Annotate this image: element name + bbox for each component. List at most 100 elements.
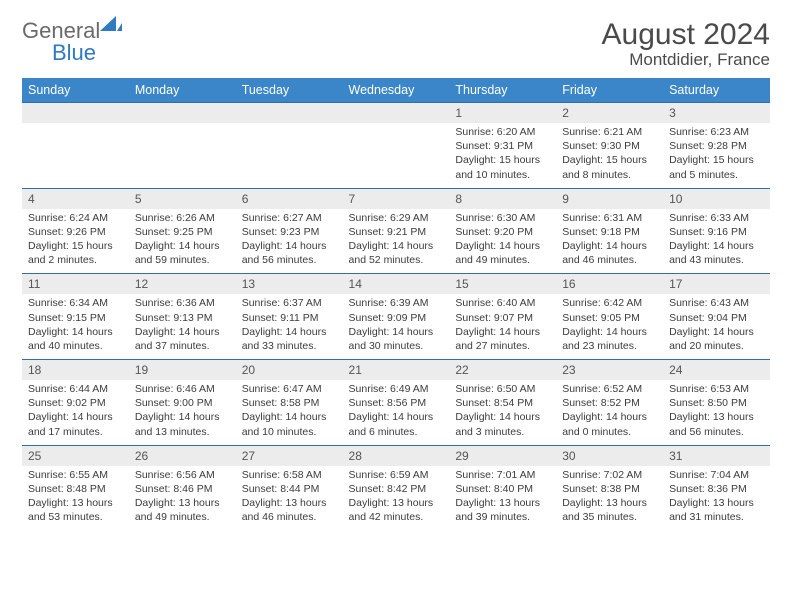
sunset-text: Sunset: 9:15 PM [28, 311, 123, 325]
sunrise-text: Sunrise: 6:31 AM [562, 211, 657, 225]
sunrise-text: Sunrise: 7:02 AM [562, 468, 657, 482]
sunrise-text: Sunrise: 6:24 AM [28, 211, 123, 225]
day-content: Sunrise: 6:56 AMSunset: 8:46 PMDaylight:… [129, 466, 236, 531]
week-row: 11Sunrise: 6:34 AMSunset: 9:15 PMDayligh… [22, 274, 770, 360]
sunrise-text: Sunrise: 7:04 AM [669, 468, 764, 482]
day-number [129, 103, 236, 123]
sunrise-text: Sunrise: 6:53 AM [669, 382, 764, 396]
day-number: 3 [663, 103, 770, 123]
day-cell: 27Sunrise: 6:58 AMSunset: 8:44 PMDayligh… [236, 445, 343, 530]
sunset-text: Sunset: 8:36 PM [669, 482, 764, 496]
sunrise-text: Sunrise: 6:27 AM [242, 211, 337, 225]
sunset-text: Sunset: 9:05 PM [562, 311, 657, 325]
day-content: Sunrise: 6:42 AMSunset: 9:05 PMDaylight:… [556, 294, 663, 359]
day-content [129, 123, 236, 181]
day-content [236, 123, 343, 181]
daylight-text: Daylight: 14 hours and 43 minutes. [669, 239, 764, 267]
weekday-header: Thursday [449, 78, 556, 103]
day-content: Sunrise: 6:46 AMSunset: 9:00 PMDaylight:… [129, 380, 236, 445]
sunrise-text: Sunrise: 6:58 AM [242, 468, 337, 482]
sunset-text: Sunset: 9:02 PM [28, 396, 123, 410]
daylight-text: Daylight: 15 hours and 10 minutes. [455, 153, 550, 181]
sunset-text: Sunset: 9:25 PM [135, 225, 230, 239]
day-cell: 16Sunrise: 6:42 AMSunset: 9:05 PMDayligh… [556, 274, 663, 360]
day-cell [343, 103, 450, 189]
day-number: 22 [449, 360, 556, 380]
day-number: 4 [22, 189, 129, 209]
day-content: Sunrise: 6:21 AMSunset: 9:30 PMDaylight:… [556, 123, 663, 188]
day-number: 27 [236, 446, 343, 466]
day-cell: 2Sunrise: 6:21 AMSunset: 9:30 PMDaylight… [556, 103, 663, 189]
day-cell: 7Sunrise: 6:29 AMSunset: 9:21 PMDaylight… [343, 188, 450, 274]
sunrise-text: Sunrise: 6:42 AM [562, 296, 657, 310]
weekday-header-row: Sunday Monday Tuesday Wednesday Thursday… [22, 78, 770, 103]
day-cell: 15Sunrise: 6:40 AMSunset: 9:07 PMDayligh… [449, 274, 556, 360]
daylight-text: Daylight: 14 hours and 56 minutes. [242, 239, 337, 267]
daylight-text: Daylight: 13 hours and 39 minutes. [455, 496, 550, 524]
day-content: Sunrise: 7:02 AMSunset: 8:38 PMDaylight:… [556, 466, 663, 531]
day-content: Sunrise: 6:47 AMSunset: 8:58 PMDaylight:… [236, 380, 343, 445]
day-number: 14 [343, 274, 450, 294]
weekday-header: Monday [129, 78, 236, 103]
week-row: 18 Sunrise: 6:44 AMSunset: 9:02 PM Dayligh… [22, 360, 770, 446]
sunset-text: Sunset: 9:11 PM [242, 311, 337, 325]
daylight-text: Daylight: 14 hours and 46 minutes. [562, 239, 657, 267]
sunset-text: Sunset: 9:30 PM [562, 139, 657, 153]
daylight-text: Daylight: 13 hours and 31 minutes. [669, 496, 764, 524]
calendar-table: Sunday Monday Tuesday Wednesday Thursday… [22, 78, 770, 530]
daylight-text: Daylight: 13 hours and 42 minutes. [349, 496, 444, 524]
calendar-page: General August 2024 Montdidier, France B… [0, 0, 792, 540]
daylight-text: Daylight: 14 hours and 49 minutes. [455, 239, 550, 267]
daylight-text: Daylight: 15 hours and 2 minutes. [28, 239, 123, 267]
sunrise-text: Sunrise: 7:01 AM [455, 468, 550, 482]
daylight-text: Daylight: 14 hours and 13 minutes. [135, 410, 230, 438]
sunrise-text: Sunrise: 6:37 AM [242, 296, 337, 310]
day-content: Sunrise: 6:59 AMSunset: 8:42 PMDaylight:… [343, 466, 450, 531]
sunset-text: Sunset: 8:56 PM [349, 396, 444, 410]
sunrise-text: Sunrise: 6:50 AM [455, 382, 550, 396]
day-cell: 23Sunrise: 6:52 AMSunset: 8:52 PMDayligh… [556, 360, 663, 446]
day-content: Sunrise: 6:55 AMSunset: 8:48 PMDaylight:… [22, 466, 129, 531]
day-content: Sunrise: 6:27 AMSunset: 9:23 PMDaylight:… [236, 209, 343, 274]
day-content: Sunrise: 6:53 AMSunset: 8:50 PMDaylight:… [663, 380, 770, 445]
sunrise-text: Sunrise: 6:21 AM [562, 125, 657, 139]
day-number: 19 [129, 360, 236, 380]
day-number: 28 [343, 446, 450, 466]
sunrise-text: Sunrise: 6:49 AM [349, 382, 444, 396]
day-number: 12 [129, 274, 236, 294]
week-row: 4Sunrise: 6:24 AMSunset: 9:26 PMDaylight… [22, 188, 770, 274]
day-content: Sunrise: 6:20 AMSunset: 9:31 PMDaylight:… [449, 123, 556, 188]
day-cell: 14Sunrise: 6:39 AMSunset: 9:09 PMDayligh… [343, 274, 450, 360]
day-number: 8 [449, 189, 556, 209]
sunrise-text: Sunrise: 6:44 AM [28, 382, 123, 396]
day-number: 31 [663, 446, 770, 466]
sunset-text: Sunset: 8:54 PM [455, 396, 550, 410]
sunset-text: Sunset: 9:16 PM [669, 225, 764, 239]
day-number: 25 [22, 446, 129, 466]
week-row: 25Sunrise: 6:55 AMSunset: 8:48 PMDayligh… [22, 445, 770, 530]
daylight-text: Daylight: 14 hours and 59 minutes. [135, 239, 230, 267]
day-content: Sunrise: 6:26 AMSunset: 9:25 PMDaylight:… [129, 209, 236, 274]
weekday-header: Saturday [663, 78, 770, 103]
weekday-header: Wednesday [343, 78, 450, 103]
daylight-text: Daylight: 14 hours and 10 minutes. [242, 410, 337, 438]
daylight-text: Daylight: 14 hours and 23 minutes. [562, 325, 657, 353]
day-cell: 21Sunrise: 6:49 AMSunset: 8:56 PMDayligh… [343, 360, 450, 446]
day-content: Sunrise: 6:37 AMSunset: 9:11 PMDaylight:… [236, 294, 343, 359]
daylight-text: Daylight: 15 hours and 8 minutes. [562, 153, 657, 181]
day-cell: 5Sunrise: 6:26 AMSunset: 9:25 PMDaylight… [129, 188, 236, 274]
day-cell: 9Sunrise: 6:31 AMSunset: 9:18 PMDaylight… [556, 188, 663, 274]
sunset-text: Sunset: 9:28 PM [669, 139, 764, 153]
daylight-text: Daylight: 14 hours and 52 minutes. [349, 239, 444, 267]
day-cell [129, 103, 236, 189]
day-number: 30 [556, 446, 663, 466]
sunset-text: Sunset: 8:58 PM [242, 396, 337, 410]
day-number: 18 [22, 360, 129, 380]
sunset-text: Sunset: 9:23 PM [242, 225, 337, 239]
location: Montdidier, France [602, 50, 770, 70]
sunrise-text: Sunrise: 6:30 AM [455, 211, 550, 225]
day-content [22, 123, 129, 181]
sunrise-text: Sunrise: 6:52 AM [562, 382, 657, 396]
day-number: 10 [663, 189, 770, 209]
day-content: Sunrise: 6:29 AMSunset: 9:21 PMDaylight:… [343, 209, 450, 274]
